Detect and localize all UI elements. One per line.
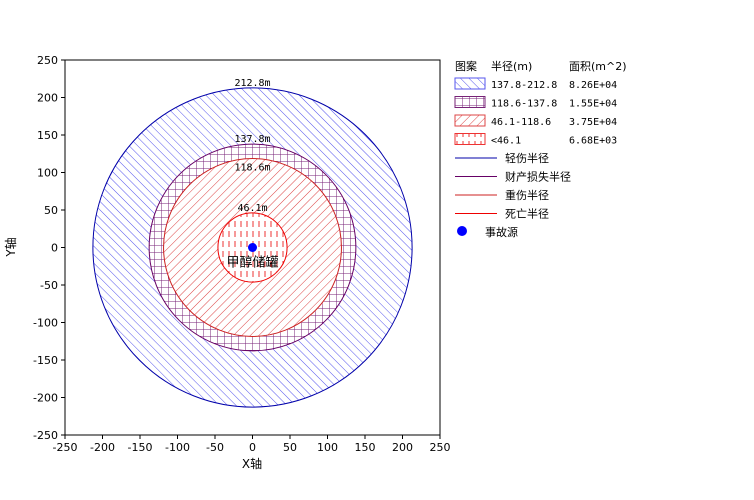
legend-header-radius: 半径(m) (491, 59, 532, 73)
y-axis-title: Y轴 (3, 237, 18, 257)
x-axis-title: X轴 (242, 456, 262, 471)
y-tick-label: 100 (37, 167, 58, 180)
legend-source-marker (457, 226, 467, 236)
legend-swatch (454, 96, 486, 108)
x-tick-label: 50 (283, 441, 297, 454)
legend-range: <46.1 (491, 136, 521, 147)
y-tick-label: -50 (40, 279, 58, 292)
x-tick-label: 100 (317, 441, 338, 454)
x-tick-label: -100 (165, 441, 190, 454)
legend-swatch (454, 114, 486, 127)
x-tick-label: 200 (392, 441, 413, 454)
legend-source-label: 事故源 (485, 225, 518, 239)
legend-swatch (454, 133, 486, 145)
axis-ticks: -250 -200 -150 -100 -50 0 50 100 150 200 250 250 200… (33, 54, 450, 454)
legend: 图案 半径(m) 面积(m^2) 137.8-212.8 8.26E+04 118.… (454, 59, 627, 239)
legend-area: 6.68E+03 (569, 136, 617, 147)
y-tick-label: 250 (37, 54, 58, 67)
x-tick-label: -150 (128, 441, 153, 454)
x-tick-label: -200 (90, 441, 115, 454)
x-tick-label: 0 (249, 441, 256, 454)
y-tick-label: 150 (37, 129, 58, 142)
ring-label: 137.8m (234, 134, 270, 145)
legend-line-label: 轻伤半径 (505, 151, 549, 165)
ring-label: 46.1m (237, 203, 267, 214)
ring-label: 118.6m (234, 163, 270, 174)
y-tick-label: -100 (33, 317, 58, 330)
legend-range: 46.1-118.6 (491, 117, 551, 128)
x-tick-label: 250 (430, 441, 451, 454)
legend-line-label: 死亡半径 (505, 207, 549, 221)
legend-header-area: 面积(m^2) (569, 60, 627, 73)
y-tick-label: -150 (33, 354, 58, 367)
legend-area: 1.55E+04 (569, 99, 617, 110)
y-tick-label: -200 (33, 392, 58, 405)
y-tick-label: -250 (33, 429, 58, 442)
x-tick-label: -50 (206, 441, 224, 454)
y-tick-label: 0 (51, 242, 58, 255)
legend-range: 118.6-137.8 (491, 99, 557, 110)
legend-line-label: 财产损失半径 (505, 170, 571, 184)
x-tick-label: -250 (53, 441, 78, 454)
y-tick-label: 50 (44, 204, 58, 217)
y-tick-label: 200 (37, 92, 58, 105)
source-label: 甲醇储罐 (226, 255, 278, 271)
x-tick-label: 150 (355, 441, 376, 454)
legend-range: 137.8-212.8 (491, 80, 557, 91)
ring-labels-layer: 212.8m 137.8m 118.6m 46.1m (234, 78, 270, 214)
legend-header-pattern: 图案 (455, 59, 477, 73)
legend-swatch (454, 77, 486, 90)
legend-line-label: 重伤半径 (505, 188, 549, 202)
accident-source-marker (248, 243, 257, 252)
legend-area: 3.75E+04 (569, 117, 617, 128)
source-layer: 甲醇储罐 (226, 243, 279, 271)
legend-area: 8.26E+04 (569, 80, 617, 91)
ring-label: 212.8m (234, 78, 270, 89)
